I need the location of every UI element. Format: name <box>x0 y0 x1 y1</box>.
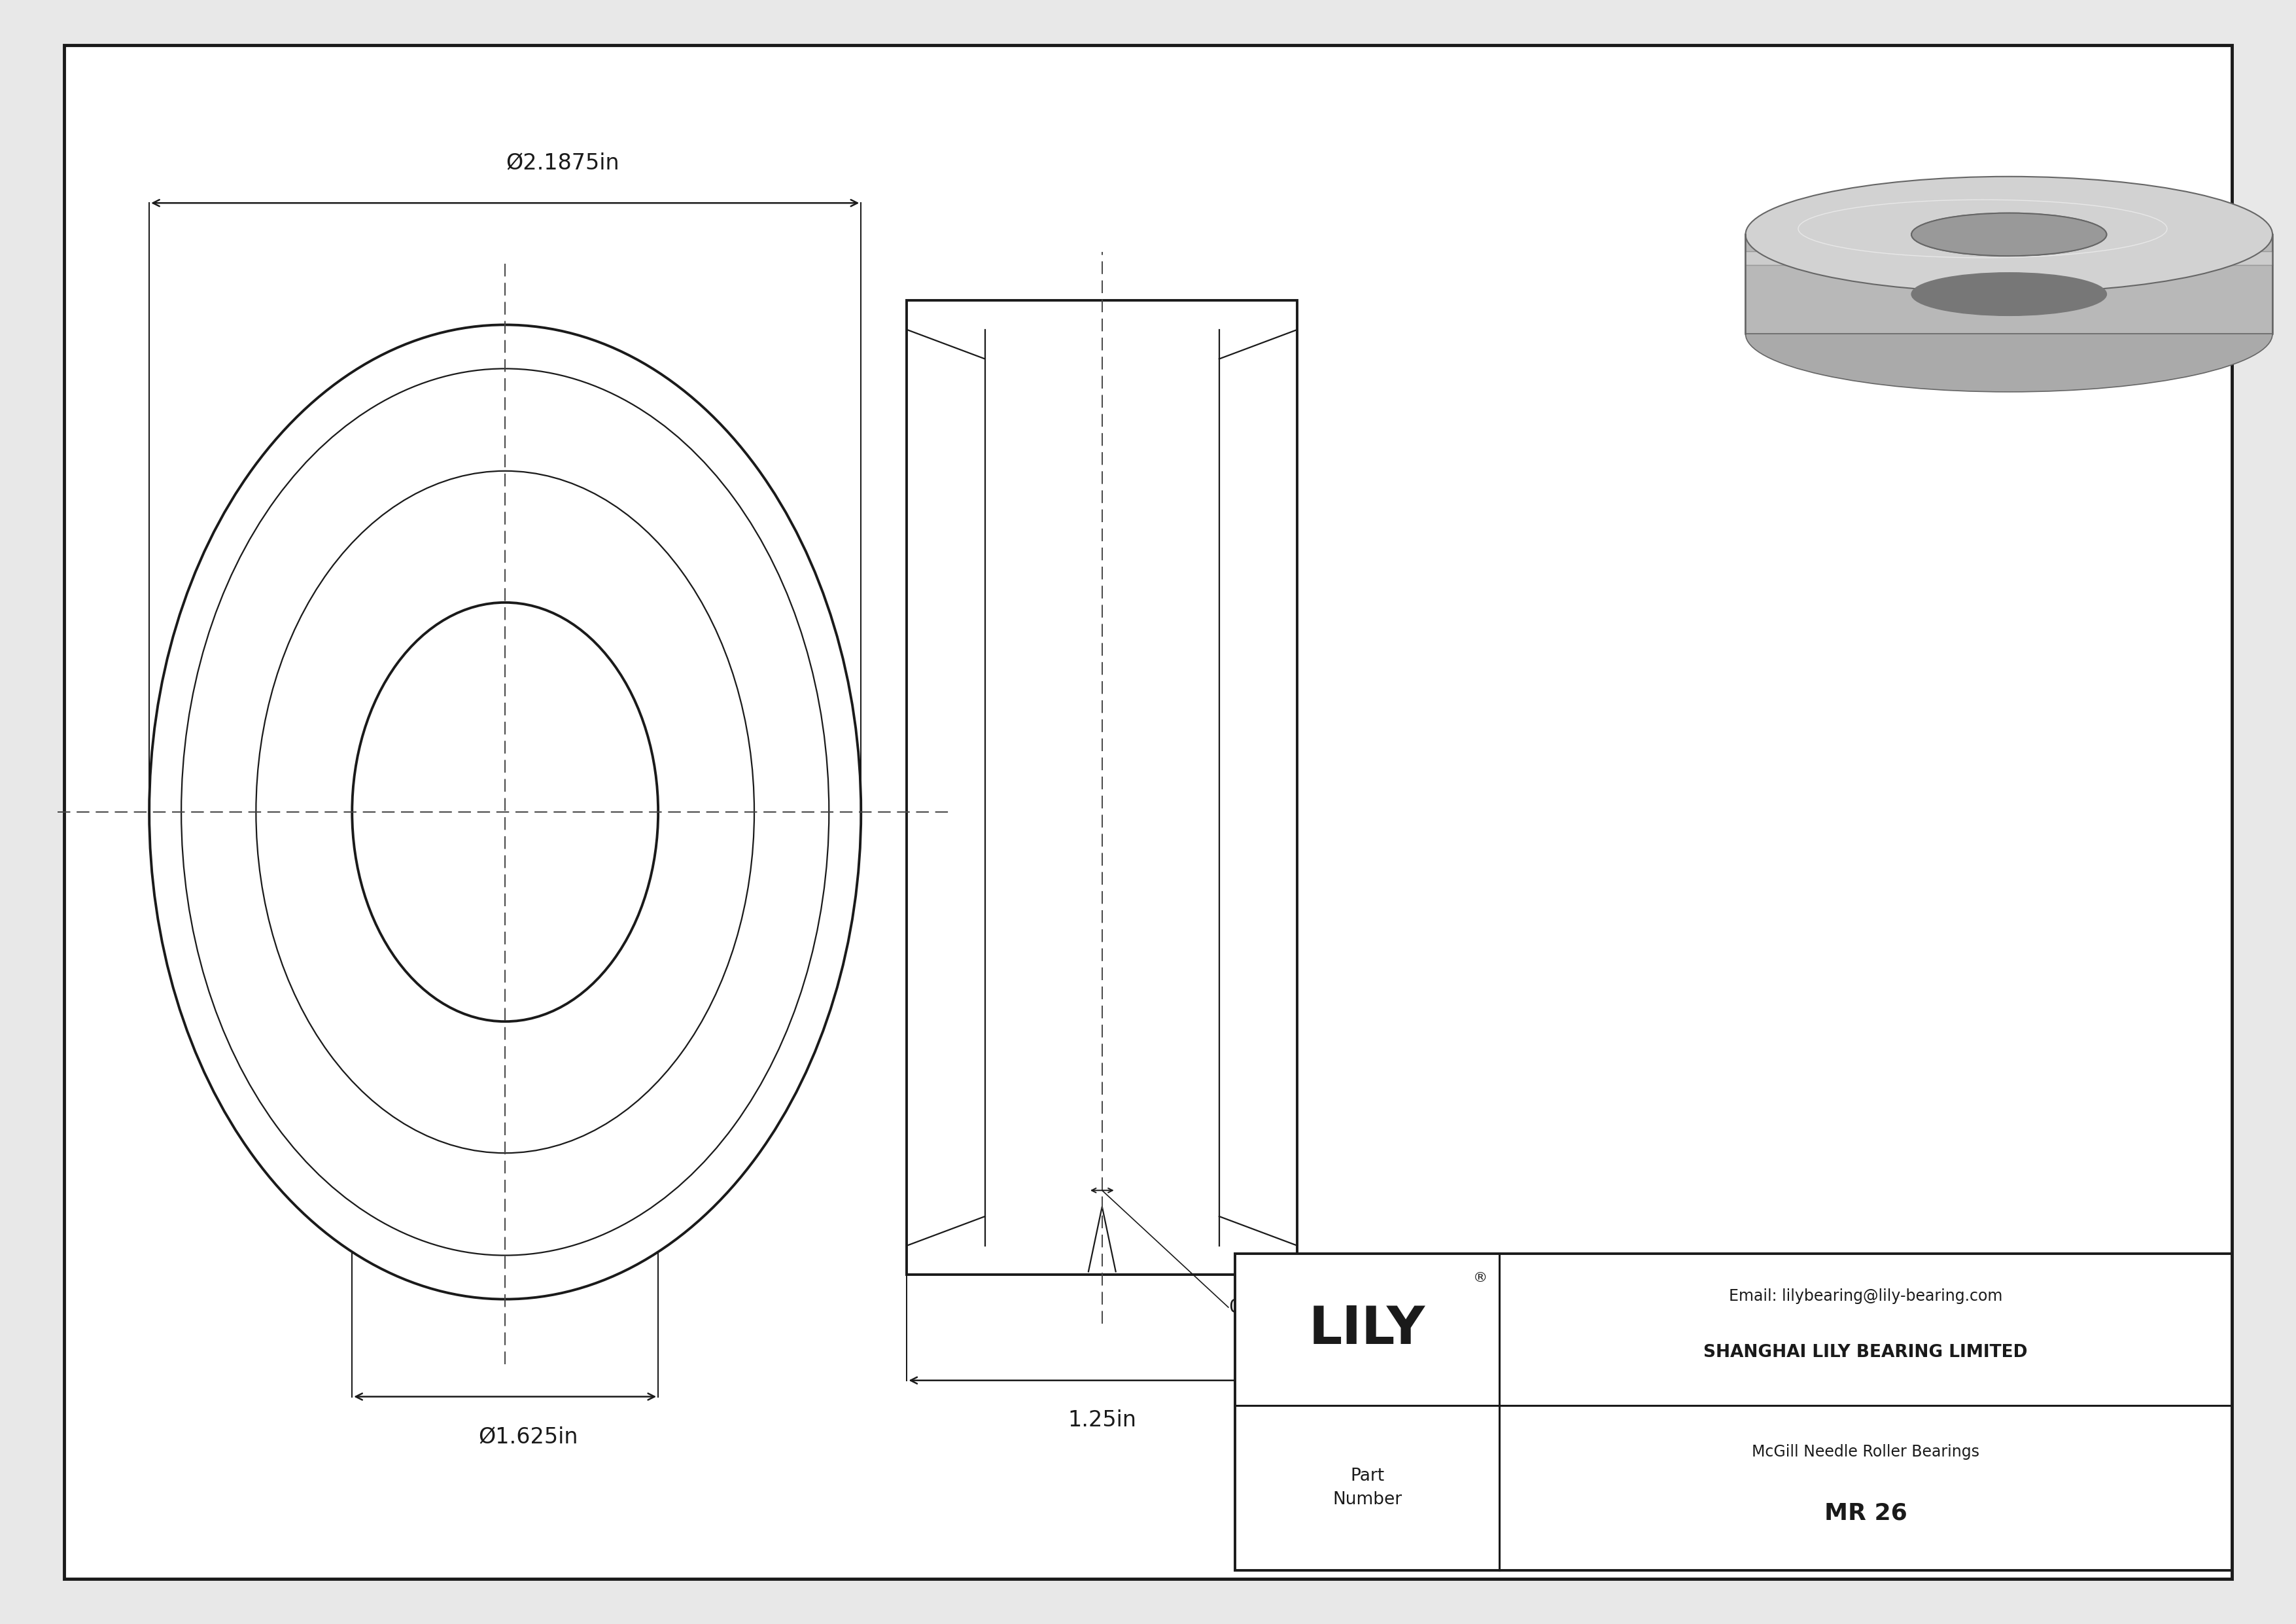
Text: SHANGHAI LILY BEARING LIMITED: SHANGHAI LILY BEARING LIMITED <box>1704 1345 2027 1361</box>
Ellipse shape <box>1745 177 2273 292</box>
Bar <box>1235 1254 2232 1570</box>
Text: MR 26: MR 26 <box>1823 1502 1908 1523</box>
Text: ®: ® <box>1474 1272 1488 1285</box>
Ellipse shape <box>351 603 659 1021</box>
Polygon shape <box>1745 234 2273 335</box>
Text: 1.25in: 1.25in <box>1068 1410 1137 1431</box>
Text: Email: lilybearing@lily-bearing.com: Email: lilybearing@lily-bearing.com <box>1729 1288 2002 1304</box>
Text: Ø1.625in: Ø1.625in <box>478 1426 579 1447</box>
Ellipse shape <box>1910 213 2108 257</box>
Text: LILY: LILY <box>1309 1304 1426 1356</box>
Text: McGill Needle Roller Bearings: McGill Needle Roller Bearings <box>1752 1444 1979 1460</box>
Ellipse shape <box>1910 213 2108 257</box>
Ellipse shape <box>1910 273 2108 315</box>
Text: 0.09in: 0.09in <box>1228 1298 1288 1317</box>
Text: Part
Number: Part Number <box>1332 1468 1403 1509</box>
Ellipse shape <box>149 325 861 1299</box>
Polygon shape <box>1745 252 2273 265</box>
Text: Ø2.1875in: Ø2.1875in <box>505 153 620 174</box>
Bar <box>907 300 1297 1275</box>
Ellipse shape <box>1745 276 2273 391</box>
